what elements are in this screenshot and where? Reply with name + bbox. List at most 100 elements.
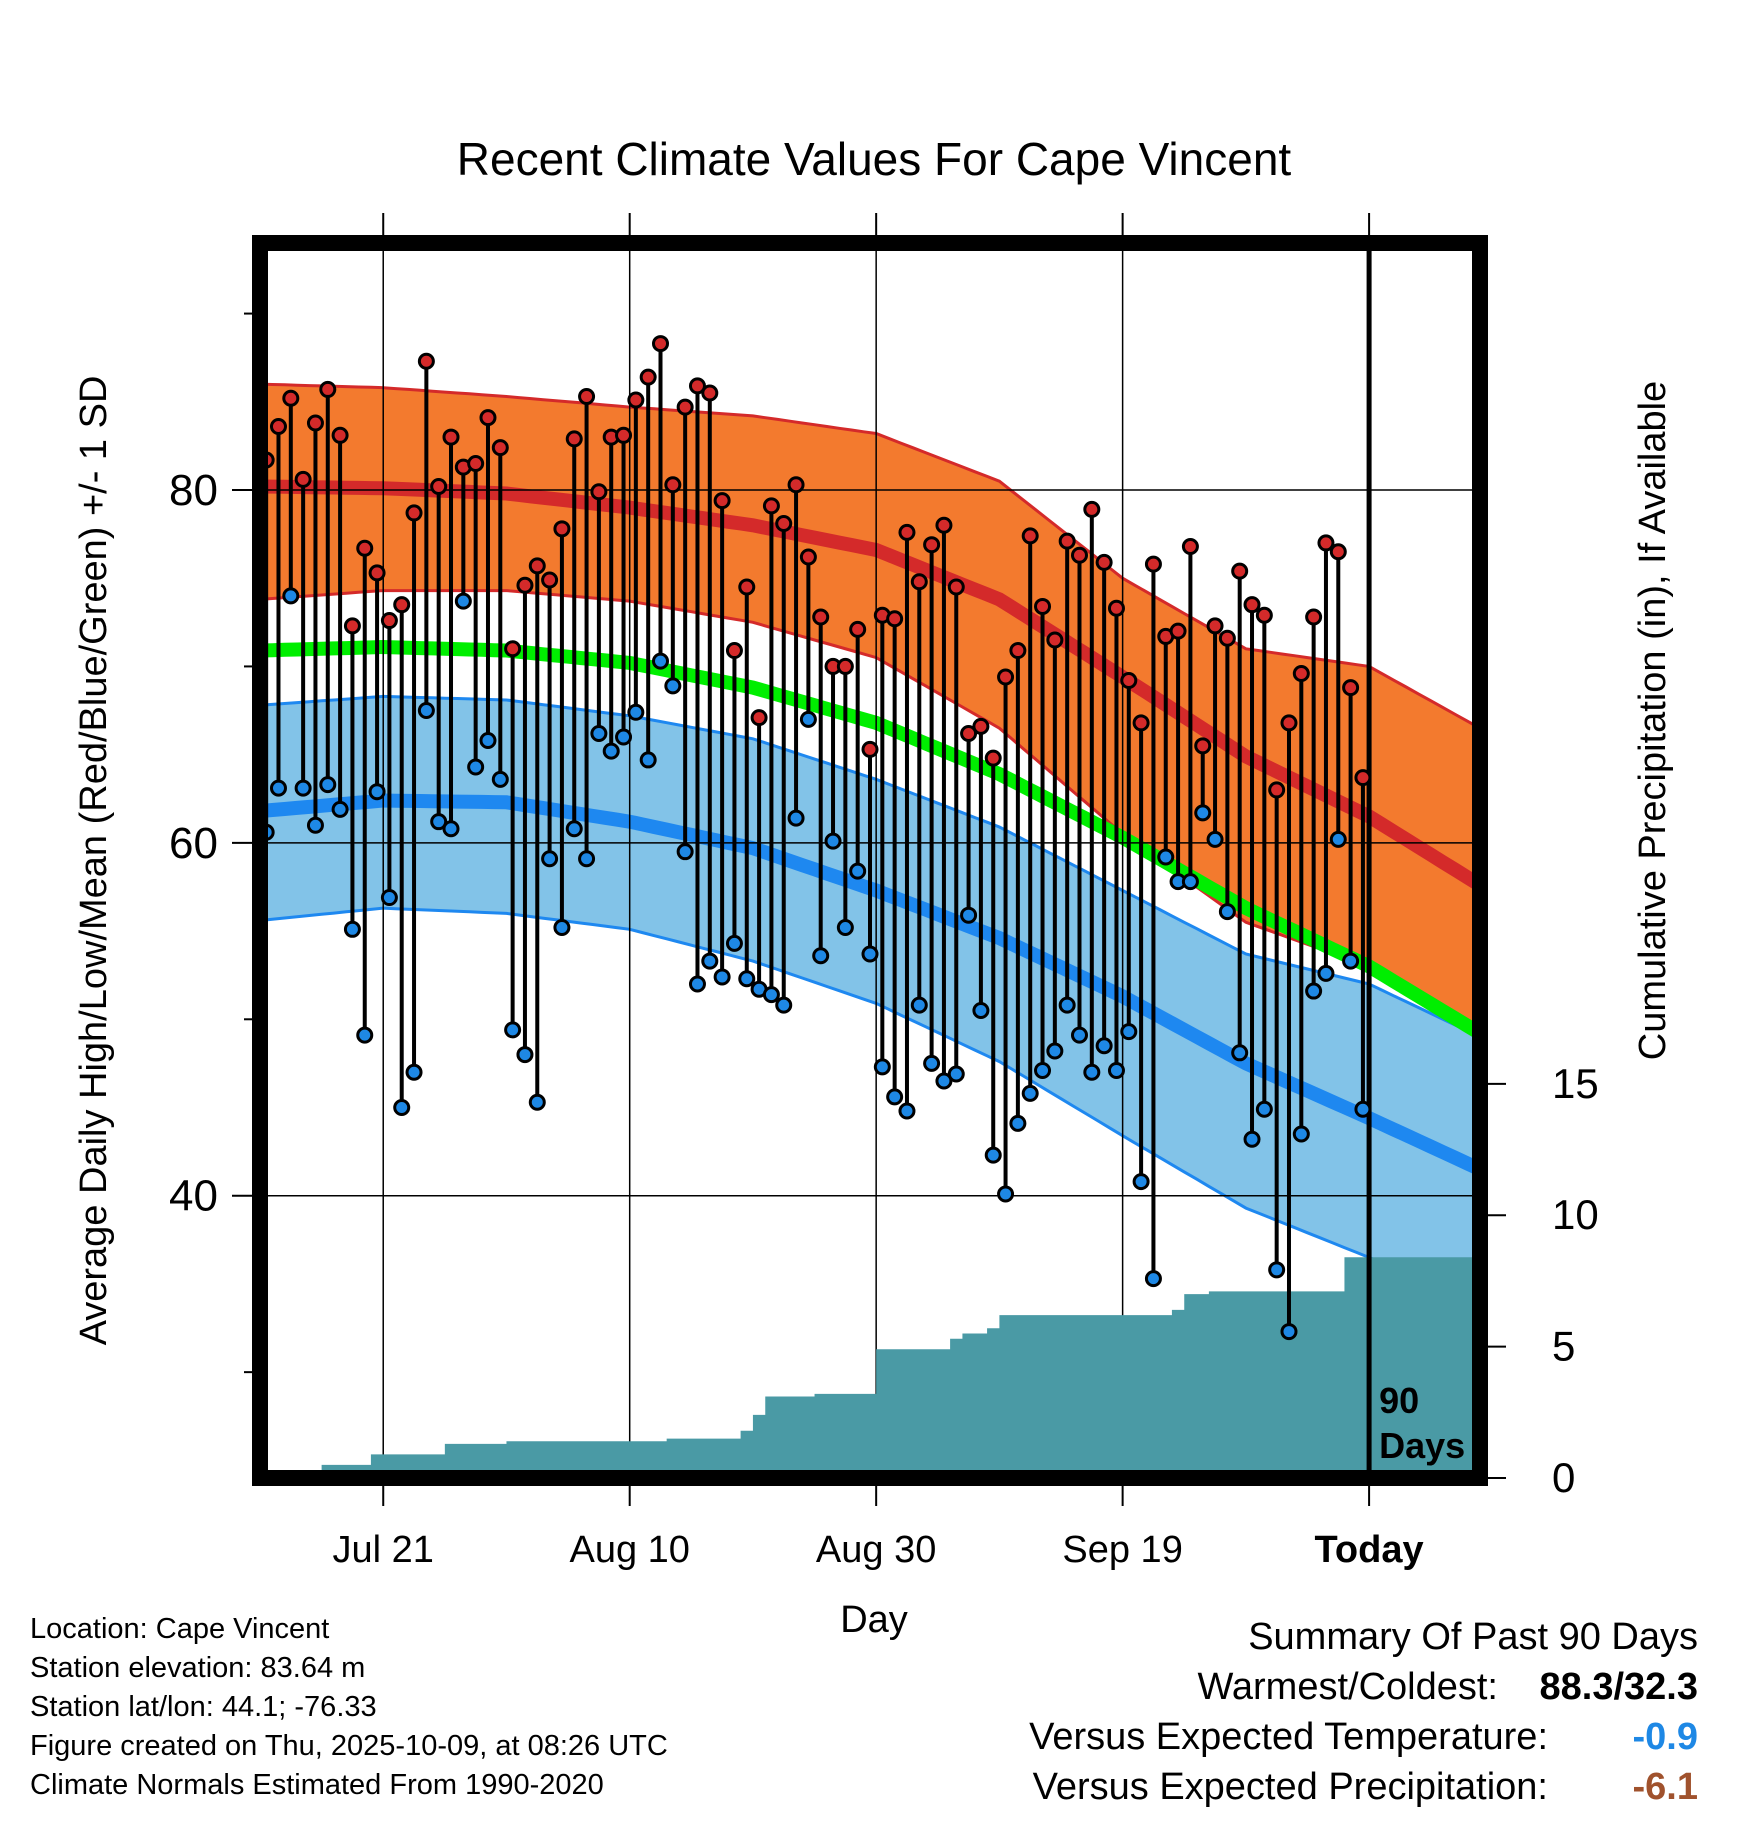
daily-low-point bbox=[282, 587, 300, 605]
daily-low-point bbox=[454, 592, 472, 610]
daily-low-point bbox=[910, 996, 928, 1014]
daily-high-point bbox=[1354, 769, 1372, 787]
daily-low-point bbox=[1120, 1023, 1138, 1041]
daily-high-point bbox=[541, 571, 559, 589]
daily-high-point bbox=[787, 476, 805, 494]
daily-high-point bbox=[676, 398, 694, 416]
daily-low-point bbox=[664, 677, 682, 695]
daily-low-point bbox=[886, 1088, 904, 1106]
daily-high-point bbox=[1206, 617, 1224, 635]
daily-low-point bbox=[1009, 1114, 1027, 1132]
daily-high-point bbox=[799, 548, 817, 566]
daily-low-point bbox=[1305, 982, 1323, 1000]
daily-low-point bbox=[688, 975, 706, 993]
y2-axis-label: Cumulative Precipitation (in), If Availa… bbox=[1632, 381, 1674, 1060]
daily-low-point bbox=[935, 1072, 953, 1090]
daily-high-point bbox=[282, 389, 300, 407]
daily-low-point bbox=[1107, 1061, 1125, 1079]
daily-high-point bbox=[898, 523, 916, 541]
daily-high-point bbox=[1268, 781, 1286, 799]
daily-high-point bbox=[713, 492, 731, 510]
daily-high-point bbox=[479, 409, 497, 427]
daily-high-point bbox=[1280, 714, 1298, 732]
normals-text: Climate Normals Estimated From 1990-2020 bbox=[30, 1769, 604, 1801]
daily-high-point bbox=[1218, 629, 1236, 647]
daily-low-point bbox=[799, 710, 817, 728]
elevation-text: Station elevation: 83.64 m bbox=[30, 1652, 366, 1684]
daily-high-point bbox=[1034, 597, 1052, 615]
daily-high-point bbox=[553, 520, 571, 538]
daily-high-point bbox=[627, 391, 645, 409]
daily-low-point bbox=[676, 843, 694, 861]
daily-low-point bbox=[713, 968, 731, 986]
daily-high-point bbox=[1329, 543, 1347, 561]
daily-high-point bbox=[368, 564, 386, 582]
daily-high-point bbox=[935, 516, 953, 534]
daily-high-point bbox=[590, 483, 608, 501]
daily-high-point bbox=[1058, 532, 1076, 550]
daily-high-point bbox=[701, 384, 719, 402]
daily-high-point bbox=[405, 504, 423, 522]
daily-low-point bbox=[1034, 1061, 1052, 1079]
window-label-top: 90 bbox=[1379, 1380, 1419, 1421]
daily-high-point bbox=[1342, 679, 1360, 697]
daily-high-point bbox=[1107, 599, 1125, 617]
daily-high-point bbox=[294, 470, 312, 488]
daily-low-point bbox=[615, 728, 633, 746]
daily-low-point bbox=[442, 820, 460, 838]
daily-low-point bbox=[1292, 1125, 1310, 1143]
high-normal-band-upper-edge bbox=[260, 382, 1480, 730]
daily-low-point bbox=[947, 1065, 965, 1083]
precip-row: Versus Expected Precipitation: -6.1 bbox=[1029, 1762, 1698, 1812]
daily-low-point bbox=[1144, 1270, 1162, 1288]
daily-low-point bbox=[1058, 996, 1076, 1014]
daily-high-point bbox=[923, 536, 941, 554]
precip-value: -6.1 bbox=[1632, 1766, 1698, 1808]
daily-low-point bbox=[1083, 1063, 1101, 1081]
daily-low-point bbox=[701, 952, 719, 970]
daily-low-point bbox=[1132, 1173, 1150, 1191]
daily-low-point bbox=[1021, 1084, 1039, 1102]
daily-low-point bbox=[997, 1185, 1015, 1203]
daily-high-point bbox=[578, 387, 596, 405]
daily-high-point bbox=[1144, 555, 1162, 573]
daily-low-point bbox=[1046, 1042, 1064, 1060]
daily-low-point bbox=[738, 970, 756, 988]
daily-high-point bbox=[1046, 631, 1064, 649]
temp-label: Versus Expected Temperature: bbox=[1029, 1716, 1548, 1758]
daily-high-point bbox=[750, 709, 768, 727]
daily-high-point bbox=[331, 426, 349, 444]
daily-low-point bbox=[343, 920, 361, 938]
daily-low-point bbox=[467, 758, 485, 776]
daily-low-point bbox=[541, 850, 559, 868]
daily-low-point bbox=[479, 732, 497, 750]
summary-title: Summary Of Past 90 Days bbox=[1248, 1616, 1698, 1658]
daily-low-point bbox=[1243, 1130, 1261, 1148]
daily-low-point bbox=[430, 813, 448, 831]
daily-high-point bbox=[984, 749, 1002, 767]
daily-low-point bbox=[405, 1063, 423, 1081]
daily-high-point bbox=[652, 335, 670, 353]
daily-low-point bbox=[1181, 873, 1199, 891]
plot-frame bbox=[252, 235, 1488, 1486]
daily-high-point bbox=[725, 642, 743, 660]
daily-high-point bbox=[491, 439, 509, 457]
daily-high-point bbox=[960, 724, 978, 742]
daily-low-point bbox=[861, 945, 879, 963]
summary-panel: Summary Of Past 90 Days Warmest/Coldest:… bbox=[1029, 1612, 1698, 1812]
daily-low-point bbox=[1354, 1100, 1372, 1118]
daily-high-point bbox=[528, 557, 546, 575]
daily-high-point bbox=[762, 497, 780, 515]
daily-low-point bbox=[1070, 1026, 1088, 1044]
daily-low-point bbox=[898, 1102, 916, 1120]
daily-high-point bbox=[565, 430, 583, 448]
daily-low-point bbox=[836, 919, 854, 937]
daily-high-point bbox=[1070, 546, 1088, 564]
daily-low-point bbox=[1194, 804, 1212, 822]
daily-low-point bbox=[972, 1001, 990, 1019]
daily-low-point bbox=[775, 996, 793, 1014]
daily-high-point bbox=[1231, 562, 1249, 580]
daily-low-point bbox=[602, 742, 620, 760]
daily-high-point bbox=[356, 539, 374, 557]
